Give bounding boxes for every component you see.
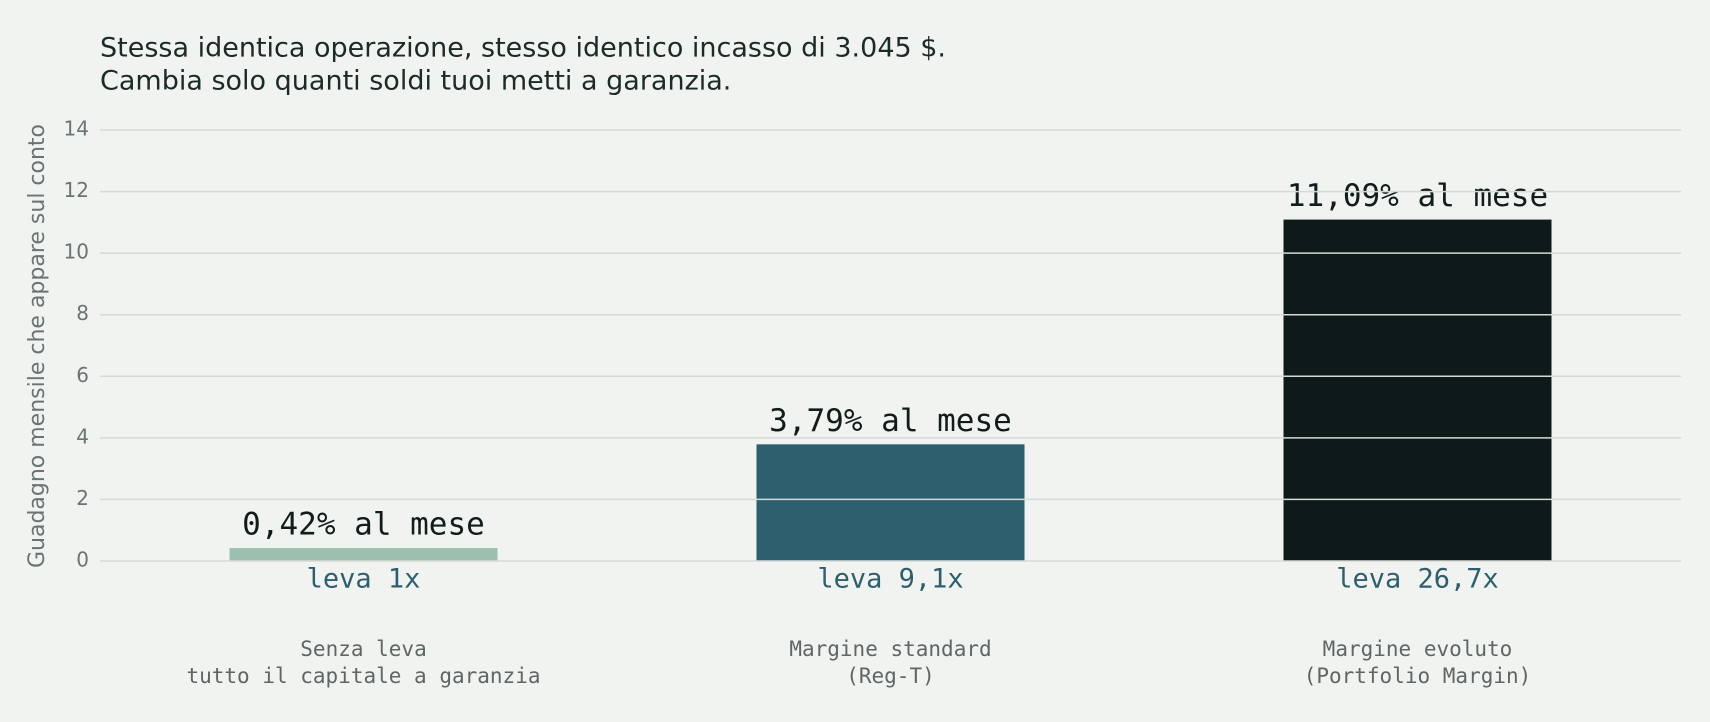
bar bbox=[1283, 219, 1552, 561]
value-label: 0,42% al mese bbox=[242, 507, 485, 543]
y-tick-label: 2 bbox=[76, 486, 89, 510]
leverage-label: leva 1x bbox=[307, 564, 421, 595]
x-tick-label: Senza leva bbox=[300, 637, 426, 661]
leverage-label: leva 9,1x bbox=[817, 564, 963, 595]
x-tick-label: Margine standard bbox=[789, 637, 991, 661]
y-tick-label: 8 bbox=[76, 301, 89, 325]
y-tick-label: 10 bbox=[64, 240, 89, 264]
y-tick-label: 0 bbox=[76, 548, 89, 572]
leverage-label: leva 26,7x bbox=[1336, 564, 1499, 595]
chart-title: Cambia solo quanti soldi tuoi metti a ga… bbox=[100, 66, 731, 97]
y-tick-label: 12 bbox=[64, 178, 89, 202]
value-label: 11,09% al mese bbox=[1287, 178, 1548, 214]
x-tick-label: (Portfolio Margin) bbox=[1304, 664, 1532, 688]
value-label: 3,79% al mese bbox=[769, 403, 1012, 439]
x-tick-label: Margine evoluto bbox=[1323, 637, 1513, 661]
bar bbox=[756, 444, 1025, 561]
y-tick-label: 14 bbox=[64, 117, 89, 141]
chart-title: Stessa identica operazione, stesso ident… bbox=[100, 33, 946, 64]
y-axis-label: Guadagno mensile che appare sul conto bbox=[25, 124, 50, 568]
x-tick-label: tutto il capitale a garanzia bbox=[186, 664, 540, 688]
y-tick-label: 4 bbox=[76, 424, 89, 448]
x-tick-label: (Reg-T) bbox=[846, 664, 935, 688]
y-tick-label: 6 bbox=[76, 363, 89, 387]
bar bbox=[229, 548, 498, 561]
